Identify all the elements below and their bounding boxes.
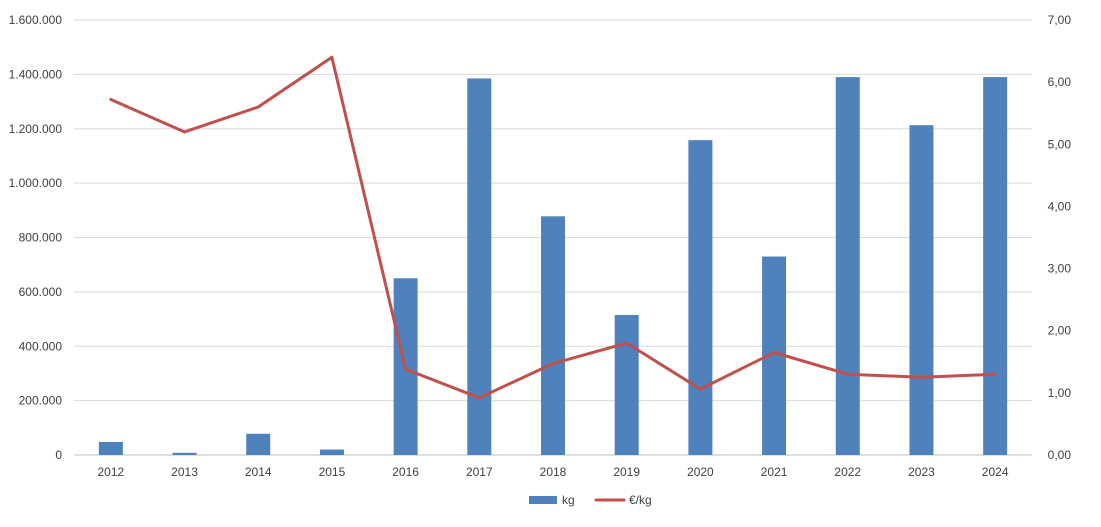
- y-left-tick-label: 400.000: [19, 339, 63, 353]
- bar-2018: [541, 216, 565, 455]
- bar-2014: [246, 433, 271, 455]
- x-tick-label: 2019: [613, 465, 640, 479]
- y-left-tick-label: 1.000.000: [9, 176, 63, 190]
- x-tick-label: 2020: [687, 465, 714, 479]
- y-right-tick-label: 2,00: [1048, 324, 1072, 338]
- y-left-tick-label: 200.000: [19, 394, 63, 408]
- bar-2020: [688, 140, 713, 455]
- bar-2013: [172, 452, 197, 455]
- price-point-2017: [477, 396, 481, 400]
- y-right-tick-label: 6,00: [1048, 75, 1072, 89]
- x-axis: 2012 2013 2014 2015 2016 2017 2018 2019 2020 2021…: [97, 465, 1008, 479]
- x-tick-label: 2017: [466, 465, 493, 479]
- price-point-2013: [183, 130, 187, 134]
- y-right-tick-label: 7,00: [1048, 13, 1072, 27]
- bar-series-kg: [98, 77, 1008, 455]
- x-tick-label: 2021: [761, 465, 788, 479]
- y-left-tick-label: 600.000: [19, 285, 63, 299]
- legend-swatch-kg: [529, 496, 557, 504]
- y-left-tick-label: 1.600.000: [9, 13, 63, 27]
- price-point-2020: [698, 387, 702, 391]
- price-point-2024: [993, 372, 997, 376]
- y-left-tick-label: 1.400.000: [9, 67, 63, 81]
- y-right-tick-label: 4,00: [1048, 199, 1072, 213]
- price-point-2023: [919, 375, 923, 379]
- y-right-tick-label: 0,00: [1048, 448, 1072, 462]
- bar-2019: [614, 314, 639, 455]
- price-point-2021: [772, 350, 776, 354]
- legend: kg €/kg: [529, 493, 652, 507]
- y-axis-right: 0,00 1,00 2,00 3,00 4,00 5,00 6,00 7,00: [1048, 13, 1072, 462]
- line-series-price: [109, 55, 997, 400]
- bar-2017: [467, 78, 492, 455]
- y-right-tick-label: 5,00: [1048, 137, 1072, 151]
- x-tick-label: 2023: [908, 465, 935, 479]
- price-point-2022: [846, 372, 850, 376]
- x-tick-label: 2016: [392, 465, 419, 479]
- legend-label-kg: kg: [562, 493, 575, 507]
- y-left-tick-label: 1.200.000: [9, 122, 63, 136]
- x-tick-label: 2015: [319, 465, 346, 479]
- bar-2022: [835, 77, 860, 455]
- x-tick-label: 2018: [540, 465, 567, 479]
- y-left-tick-label: 800.000: [19, 231, 63, 245]
- x-tick-label: 2022: [834, 465, 861, 479]
- legend-label-price: €/kg: [629, 493, 652, 507]
- x-tick-label: 2012: [97, 465, 124, 479]
- price-point-2015: [330, 55, 334, 59]
- price-point-2012: [109, 98, 113, 102]
- x-tick-label: 2014: [245, 465, 272, 479]
- x-tick-label: 2024: [982, 465, 1009, 479]
- y-left-tick-label: 0: [55, 448, 62, 462]
- y-right-tick-label: 3,00: [1048, 262, 1072, 276]
- price-point-2014: [256, 105, 260, 109]
- bar-2024: [983, 77, 1008, 455]
- y-right-tick-label: 1,00: [1048, 386, 1072, 400]
- price-point-2019: [625, 341, 629, 345]
- price-point-2016: [404, 367, 408, 371]
- x-tick-label: 2013: [171, 465, 198, 479]
- bar-2015: [319, 449, 344, 455]
- price-point-2018: [551, 362, 555, 366]
- bar-2023: [909, 125, 934, 455]
- bar-2012: [98, 441, 123, 455]
- y-axis-left: 0 200.000 400.000 600.000 800.000 1.000.000 1.…: [9, 13, 63, 462]
